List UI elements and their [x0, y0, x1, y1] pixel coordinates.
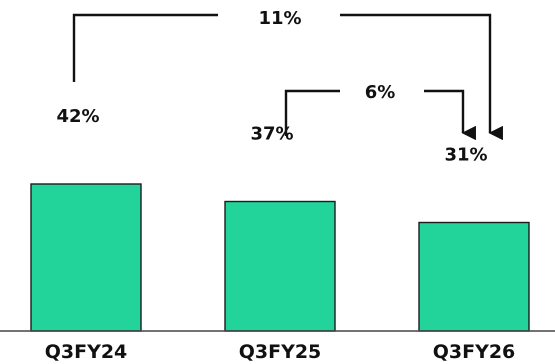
value-label-q3fy24: 42%	[56, 106, 99, 127]
value-label-q3fy25: 37%	[250, 124, 293, 145]
labels-layer: 42% Q3FY24 37% Q3FY25 31% Q3FY26	[45, 106, 516, 363]
bar-q3fy26	[418, 221, 530, 332]
annotation-label-11: 11%	[258, 8, 301, 29]
annotation-label-6: 6%	[365, 82, 396, 103]
bars-layer	[30, 183, 530, 332]
bar-q3fy25	[224, 200, 336, 332]
connector-q3fy24-q3fy26	[72, 13, 490, 133]
bar-q3fy24	[30, 183, 142, 332]
connector-q3fy25-q3fy26	[284, 89, 463, 136]
x-tick-q3fy26: Q3FY26	[433, 341, 516, 363]
x-tick-q3fy25: Q3FY25	[239, 341, 322, 363]
x-tick-q3fy24: Q3FY24	[45, 341, 128, 363]
annotations-layer: 11% 6%	[72, 8, 490, 136]
value-label-q3fy26: 31%	[444, 145, 487, 166]
